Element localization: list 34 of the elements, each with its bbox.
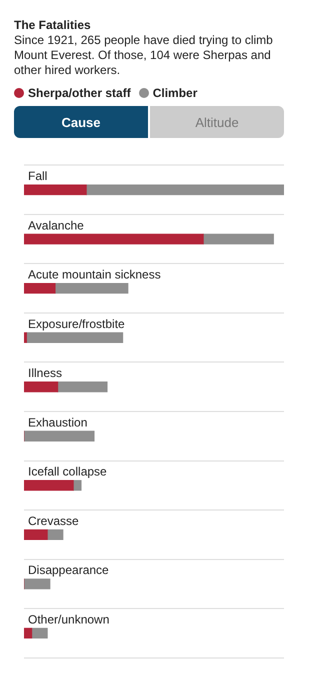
y-tick-label: Avalanche: [28, 218, 84, 232]
y-tick-label: Illness: [28, 366, 62, 380]
bar: [24, 628, 32, 638]
bar: [26, 332, 124, 343]
legend-label: Climber: [152, 86, 198, 100]
bar: [31, 628, 48, 638]
bar: [57, 382, 108, 392]
y-tick-label: Fall: [28, 169, 48, 184]
bar: [24, 283, 56, 294]
bar: [24, 480, 74, 491]
bar: [203, 234, 274, 244]
y-tick-label: Disappearance: [28, 563, 110, 578]
bar: [24, 578, 50, 590]
chart-subtitle: Since 1921, 265 people have died trying to climb Mount Everest. Of those, 104 were Sherpas and other hired workers.: [14, 33, 274, 78]
bar: [24, 382, 58, 392]
bar: [24, 234, 204, 244]
y-tick-label: Crevasse: [28, 514, 80, 528]
y-tick-label: Other/unknown: [28, 612, 110, 626]
text: Cause: [14, 106, 148, 138]
legend-label: Sherpa/other staff: [28, 86, 131, 100]
bar: [73, 480, 82, 491]
bar: [24, 529, 48, 540]
chart-title: The Fatalities: [14, 18, 92, 32]
bar: [24, 332, 27, 343]
y-tick-label: Exposure/frostbite: [28, 316, 126, 331]
y-tick-label: Icefall collapse: [28, 464, 108, 479]
y-tick-label: Acute mountain sickness: [28, 268, 161, 282]
bar: [24, 184, 87, 196]
bar: [24, 430, 95, 442]
bar: [54, 283, 128, 294]
text: Altitude: [150, 106, 284, 138]
y-tick-label: Exhaustion: [28, 415, 88, 430]
bar: [47, 529, 64, 540]
bar: [86, 184, 284, 196]
